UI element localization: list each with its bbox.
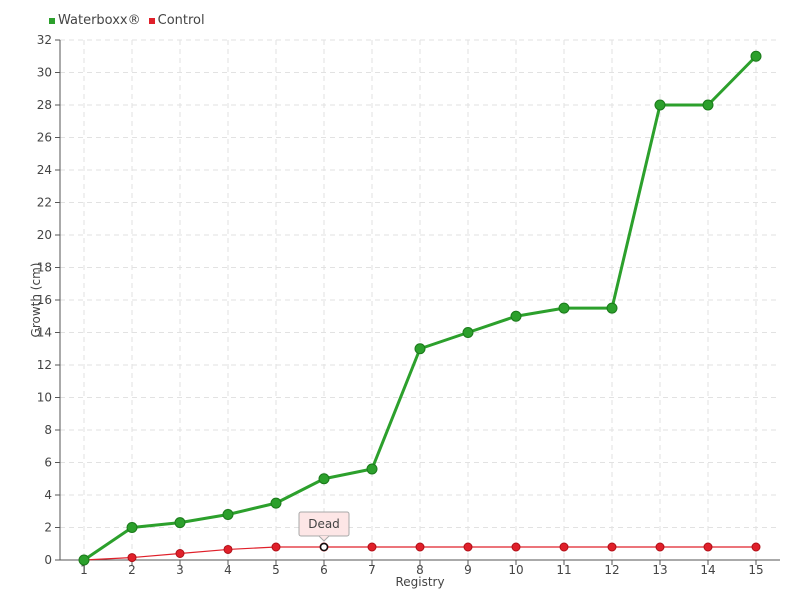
- point-waterboxx-1: [78, 554, 90, 566]
- point-waterboxx-3: [174, 517, 186, 529]
- point-waterboxx-2: [126, 522, 138, 533]
- legend-swatch-control: [148, 17, 155, 24]
- y-tick-label-20: 20: [37, 228, 52, 242]
- point-waterboxx-13: [654, 99, 666, 111]
- y-tick-label-30: 30: [37, 66, 52, 80]
- legend-item-control[interactable]: Control: [148, 13, 205, 28]
- point-waterboxx-14: [702, 99, 714, 111]
- point-control-10: [511, 542, 521, 552]
- y-tick-label-26: 26: [37, 131, 52, 145]
- y-tick-label-28: 28: [37, 98, 52, 112]
- point-waterboxx-5: [270, 497, 282, 509]
- y-tick-label-12: 12: [37, 358, 52, 372]
- y-tick-label-8: 8: [44, 423, 52, 437]
- x-tick-label-4: 4: [224, 563, 232, 577]
- point-control-9: [463, 542, 473, 552]
- x-tick-label-14: 14: [700, 563, 715, 577]
- annotation-label-0: Dead: [308, 517, 340, 531]
- y-tick-label-18: 18: [37, 261, 52, 275]
- point-waterboxx-7: [366, 463, 378, 475]
- y-tick-label-0: 0: [44, 553, 52, 567]
- x-tick-label-8: 8: [416, 563, 424, 577]
- point-control-4: [223, 544, 233, 554]
- x-tick-label-1: 1: [80, 563, 88, 577]
- y-tick-label-32: 32: [37, 33, 52, 47]
- point-waterboxx-4: [222, 509, 234, 520]
- y-tick-label-6: 6: [44, 456, 52, 470]
- point-waterboxx-8: [414, 343, 426, 355]
- point-waterboxx-12: [606, 302, 618, 314]
- x-tick-label-9: 9: [464, 563, 472, 577]
- x-tick-label-12: 12: [604, 563, 619, 577]
- point-waterboxx-11: [558, 302, 570, 314]
- x-tick-label-11: 11: [556, 563, 571, 577]
- y-tick-label-4: 4: [44, 488, 52, 502]
- y-tick-label-16: 16: [37, 293, 52, 307]
- y-tick-label-14: 14: [37, 326, 52, 340]
- point-waterboxx-9: [462, 327, 474, 338]
- point-control-15: [751, 542, 761, 552]
- annotation-point-0: [319, 542, 329, 552]
- x-axis-title: Registry: [395, 575, 444, 589]
- legend-item-waterboxx[interactable]: Waterboxx®: [49, 13, 141, 28]
- y-tick-label-10: 10: [37, 391, 52, 405]
- y-axis-title: Growth (cm): [29, 263, 43, 338]
- x-tick-label-6: 6: [320, 563, 328, 577]
- x-tick-label-15: 15: [748, 563, 763, 577]
- point-waterboxx-10: [510, 310, 522, 322]
- point-control-14: [703, 542, 713, 552]
- y-tick-label-24: 24: [37, 163, 52, 177]
- point-control-8: [415, 542, 425, 552]
- point-waterboxx-6: [318, 473, 330, 485]
- point-control-3: [175, 549, 185, 558]
- point-control-2: [127, 553, 137, 563]
- x-tick-label-7: 7: [368, 563, 376, 577]
- x-tick-label-13: 13: [652, 563, 667, 577]
- point-control-13: [655, 542, 665, 552]
- x-tick-label-3: 3: [176, 563, 184, 577]
- point-control-12: [607, 542, 617, 552]
- legend-label-waterboxx: Waterboxx®: [58, 13, 141, 28]
- legend-label-control: Control: [157, 13, 205, 28]
- point-control-7: [367, 542, 377, 552]
- annotation-pointer-0: [318, 535, 330, 542]
- x-tick-label-5: 5: [272, 563, 280, 577]
- chart-legend: Waterboxx® Control: [49, 13, 205, 28]
- x-tick-label-10: 10: [508, 563, 523, 577]
- legend-swatch-waterboxx: [49, 17, 55, 24]
- point-control-5: [271, 542, 281, 552]
- point-waterboxx-15: [750, 50, 762, 62]
- point-control-11: [559, 542, 569, 552]
- x-tick-label-2: 2: [128, 563, 136, 577]
- y-tick-label-2: 2: [44, 521, 52, 535]
- y-tick-label-22: 22: [37, 196, 52, 210]
